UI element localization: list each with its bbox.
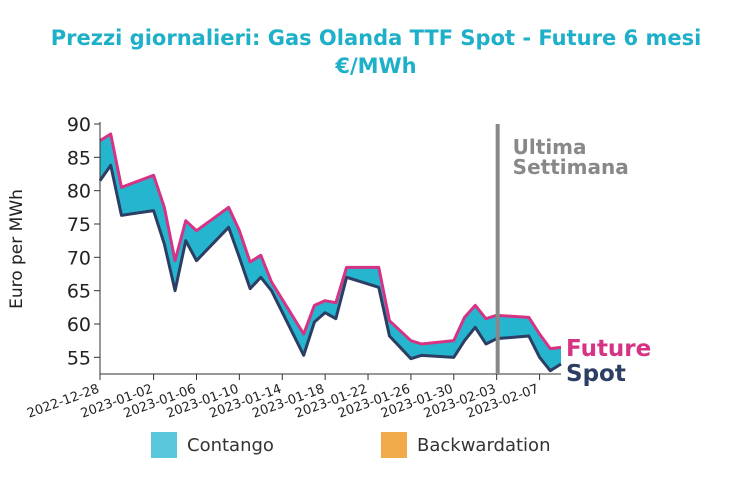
axes: 55606570758085902022-12-282023-01-022023… (7, 114, 561, 422)
y-tick-label: 55 (67, 347, 91, 369)
y-tick-label: 90 (67, 114, 91, 136)
annotation-label-line1: Ultima (513, 135, 587, 159)
spot-line (98, 163, 562, 373)
chart-title-line1: Prezzi giornalieri: Gas Olanda TTF Spot … (50, 26, 702, 50)
legend-item-backwardation[interactable]: Backwardation (381, 432, 550, 458)
chart-title-line2: €/MWh (335, 54, 417, 78)
y-axis-label: Euro per MWh (7, 189, 27, 309)
legend-swatch-backwardation (381, 432, 407, 458)
y-tick-label: 60 (67, 314, 91, 336)
y-tick-label: 80 (67, 181, 91, 203)
y-tick-label: 85 (67, 147, 91, 169)
future-line (99, 132, 562, 351)
spot-series-label: Spot (566, 361, 626, 387)
series-lines (98, 132, 562, 373)
legend-label-contango: Contango (187, 434, 274, 456)
legend-label-backwardation: Backwardation (417, 434, 551, 456)
y-tick-label: 65 (67, 281, 91, 303)
y-tick-label: 75 (67, 214, 91, 236)
annotation-label-line2: Settimana (513, 155, 629, 179)
y-tick-label: 70 (67, 247, 91, 269)
legend-swatch-contango (151, 432, 177, 458)
future-series-label: Future (566, 336, 651, 362)
spread-fill (100, 134, 561, 371)
chart-title: Prezzi giornalieri: Gas Olanda TTF Spot … (0, 24, 752, 80)
contango-area (100, 134, 561, 371)
legend: Contango Backwardation (0, 432, 752, 462)
legend-item-contango[interactable]: Contango (151, 432, 274, 458)
